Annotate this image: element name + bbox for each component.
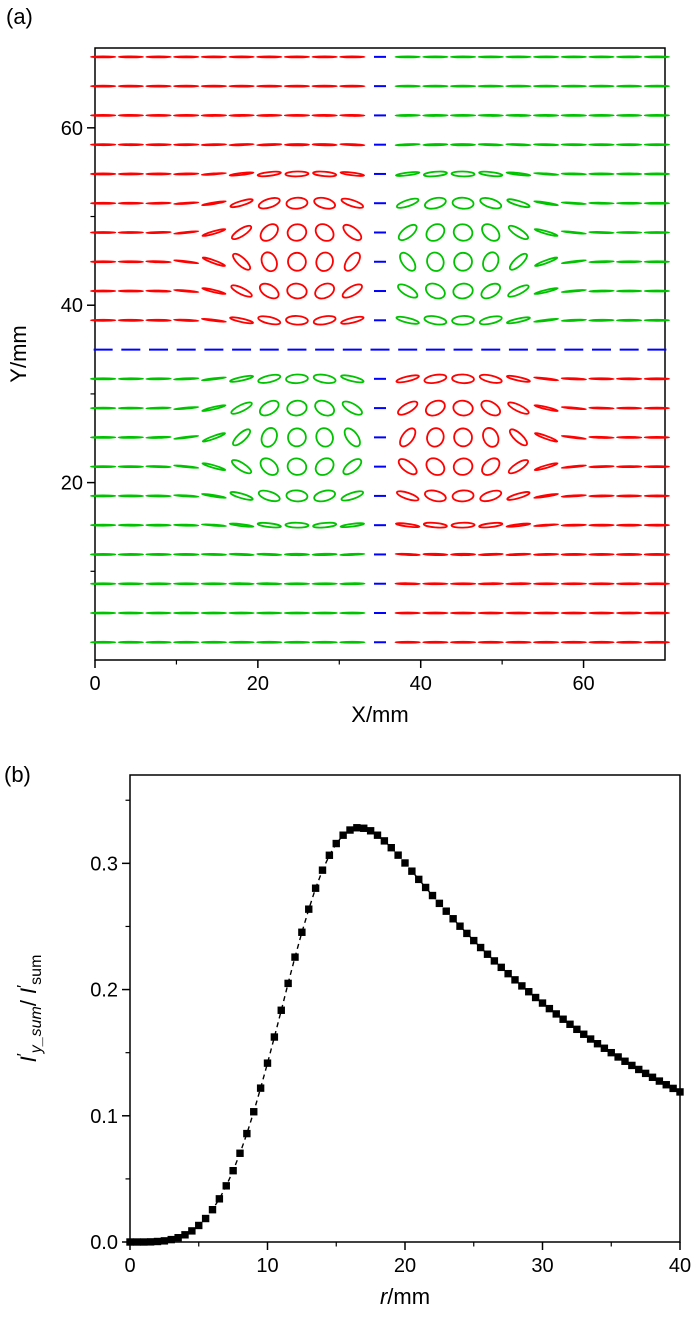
svg-text:20: 20 [247,673,269,695]
svg-text:I′y_sum/ I′sum: I′y_sum/ I′sum [15,955,45,1063]
svg-text:Y/mm: Y/mm [6,325,31,382]
panel-b-label: (b) [4,762,31,787]
panel-b-chart: 0 10 20 30 40 0.0 0.1 0.2 0.3 r/mm I′y_sum/ I′sum [15,774,691,1309]
svg-text:0.1: 0.1 [90,1106,118,1128]
svg-text:0.2: 0.2 [90,980,118,1002]
svg-text:X/mm: X/mm [351,702,408,727]
svg-text:0: 0 [89,673,100,695]
panel-a-chart: 0 20 40 60 20 40 60 X/mm Y/mm [6,47,670,727]
svg-text:10: 10 [256,1255,278,1277]
svg-text:40: 40 [669,1255,691,1277]
svg-text:0.3: 0.3 [90,853,118,875]
svg-text:0: 0 [124,1255,135,1277]
svg-text:30: 30 [531,1255,553,1277]
svg-text:0.0: 0.0 [90,1232,118,1254]
panel-a-label: (a) [6,4,33,29]
svg-text:40: 40 [61,295,83,317]
svg-text:40: 40 [410,673,432,695]
svg-text:r/mm: r/mm [380,1284,430,1309]
svg-text:60: 60 [572,673,594,695]
svg-text:60: 60 [61,118,83,140]
svg-text:20: 20 [61,473,83,495]
svg-text:20: 20 [394,1255,416,1277]
